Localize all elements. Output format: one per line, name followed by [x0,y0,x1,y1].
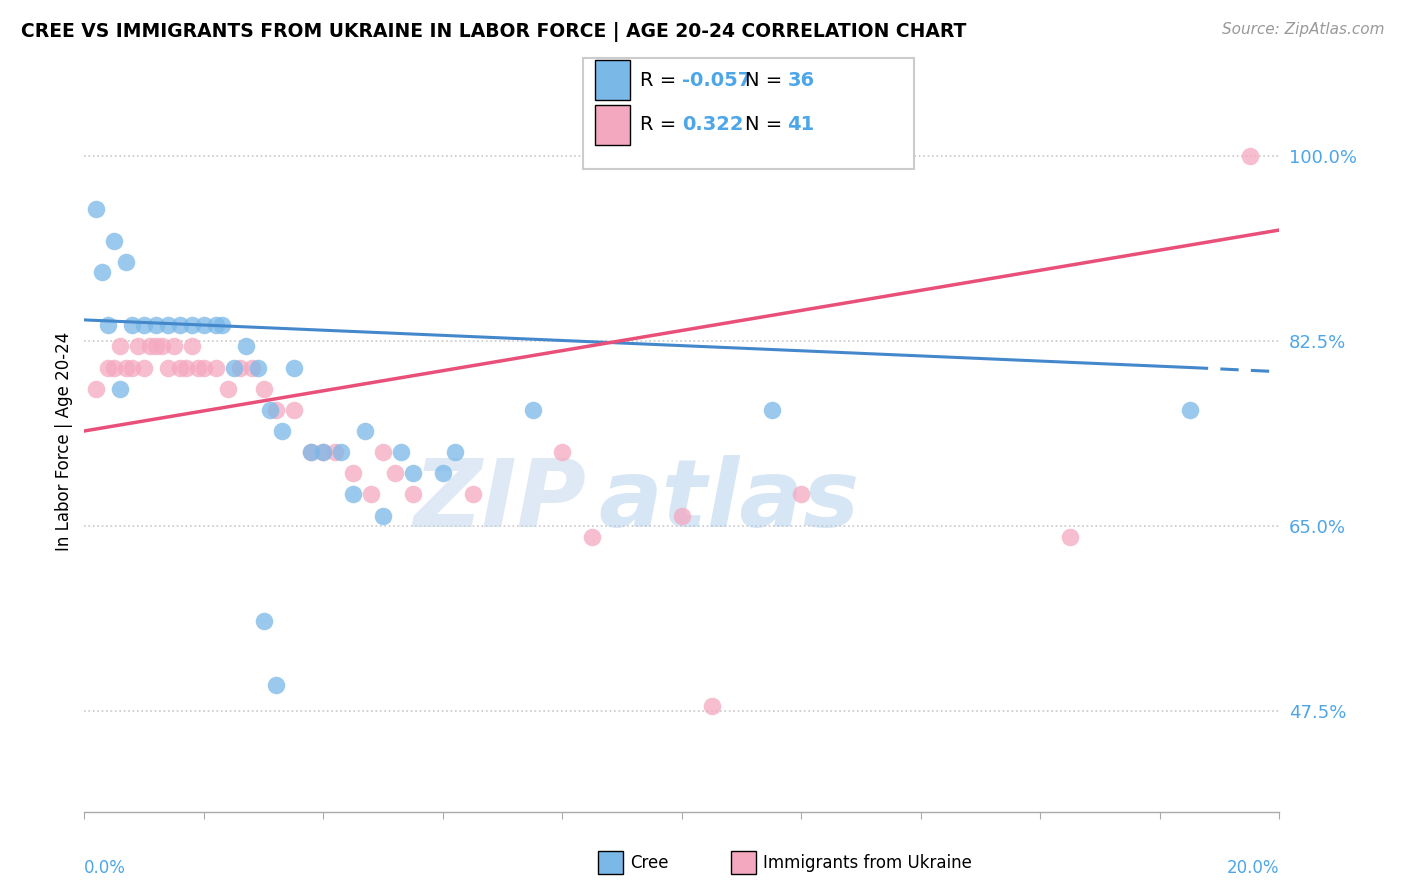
Point [181,339,204,353]
Point [581,530,603,544]
Point [700,698,723,713]
Text: Cree: Cree [630,854,668,871]
Point [157,318,180,333]
Point [1239,149,1261,163]
Point [229,360,252,375]
Point [253,615,276,629]
Point [384,467,406,481]
Point [402,467,425,481]
Text: 36: 36 [787,70,814,90]
Text: 20.0%: 20.0% [1227,859,1279,878]
Text: 0.322: 0.322 [682,115,744,135]
Point [301,445,323,459]
Point [283,360,305,375]
Point [522,402,544,417]
Point [389,445,412,459]
Point [145,339,167,353]
Point [342,467,364,481]
Point [222,360,245,375]
Point [360,487,382,501]
Point [235,339,257,353]
Point [264,402,287,417]
Point [253,382,276,396]
Point [169,360,191,375]
Point [121,318,143,333]
Point [97,360,120,375]
Point [354,424,377,438]
Point [217,382,239,396]
Point [211,318,233,333]
Point [103,360,125,375]
Point [115,360,138,375]
Point [103,234,125,248]
Point [110,339,132,353]
Point [169,318,191,333]
Point [402,487,425,501]
Point [373,445,395,459]
Point [127,339,149,353]
Point [330,445,353,459]
Point [205,318,228,333]
Point [86,382,108,396]
Point [139,339,162,353]
Point [97,318,120,333]
Point [373,508,395,523]
Point [246,360,269,375]
Point [240,360,263,375]
Point [86,202,108,216]
Text: R =: R = [640,115,682,135]
Point [1178,402,1201,417]
Point [671,508,693,523]
Point [91,265,114,279]
Point [132,360,156,375]
Point [121,360,143,375]
Point [342,487,364,501]
Point [193,360,215,375]
Point [444,445,467,459]
Point [163,339,186,353]
Text: N =: N = [745,115,789,135]
Point [312,445,335,459]
Point [790,487,813,501]
Point [259,402,281,417]
Text: 0.0%: 0.0% [84,859,127,878]
Point [150,339,173,353]
Point [145,318,167,333]
Text: atlas: atlas [599,455,859,547]
Point [551,445,574,459]
Text: CREE VS IMMIGRANTS FROM UKRAINE IN LABOR FORCE | AGE 20-24 CORRELATION CHART: CREE VS IMMIGRANTS FROM UKRAINE IN LABOR… [21,22,966,42]
Point [325,445,347,459]
Text: N =: N = [745,70,789,90]
Point [110,382,132,396]
Text: R =: R = [640,70,682,90]
Text: ZIP: ZIP [413,455,586,547]
Point [283,402,305,417]
Point [157,360,180,375]
Point [174,360,197,375]
Point [181,318,204,333]
Text: Immigrants from Ukraine: Immigrants from Ukraine [763,854,973,871]
Point [432,467,454,481]
Text: -0.057: -0.057 [682,70,751,90]
Point [205,360,228,375]
Point [270,424,292,438]
Point [193,318,215,333]
Point [461,487,484,501]
Y-axis label: In Labor Force | Age 20-24: In Labor Force | Age 20-24 [55,332,73,551]
Text: 41: 41 [787,115,814,135]
Point [301,445,323,459]
Point [115,254,138,268]
Point [761,402,783,417]
Point [312,445,335,459]
Point [264,678,287,692]
Point [132,318,156,333]
Point [1059,530,1081,544]
Point [187,360,209,375]
Text: Source: ZipAtlas.com: Source: ZipAtlas.com [1222,22,1385,37]
